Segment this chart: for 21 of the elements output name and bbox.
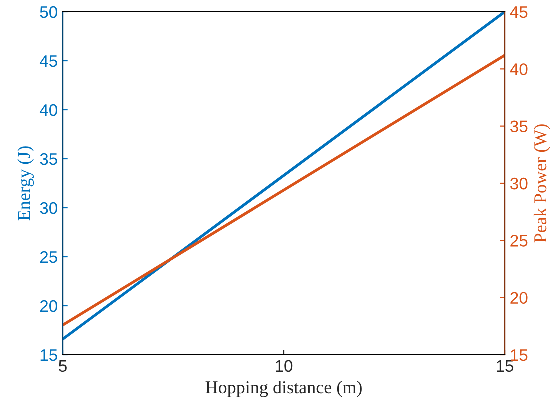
y-tick-label: 35: [40, 153, 58, 166]
y2-tick-label: 15: [511, 350, 528, 362]
y-tick-label: 20: [40, 300, 58, 312]
y-axis-title: Energy (J): [18, 146, 34, 221]
x-axis-title: Hopping distance (m): [206, 380, 362, 398]
y2-tick-label: 25: [510, 235, 528, 247]
y-tick-label: 25: [40, 251, 58, 264]
y-tick-label: 40: [40, 104, 58, 116]
y2-tick-label: 45: [510, 6, 528, 18]
y2-tick-label: 20: [510, 292, 528, 304]
y-tick-label: 45: [40, 56, 58, 68]
y-tick-label: 30: [40, 202, 58, 214]
x-tick-label: 10: [276, 360, 293, 372]
y2-tick-label: 40: [510, 64, 528, 76]
y2-tick-label: 35: [510, 120, 528, 133]
y2-tick-label: 30: [510, 178, 528, 190]
x-tick-label: 5: [59, 360, 67, 372]
y-tick-label: 15: [40, 350, 58, 362]
y-tick-label: 50: [40, 6, 58, 18]
y2-axis-title: Peak Power (W): [534, 124, 550, 243]
x-tick-label: 15: [497, 360, 514, 372]
